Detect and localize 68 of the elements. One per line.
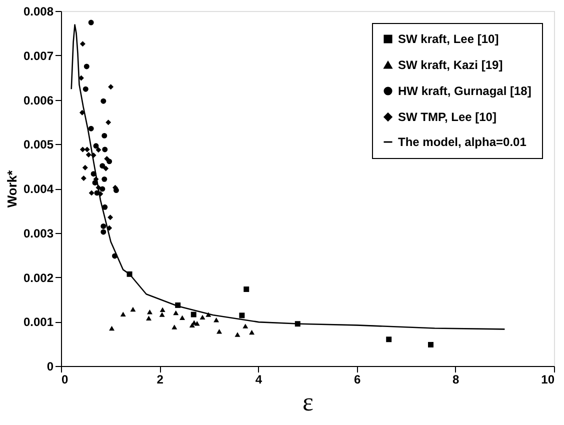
legend-label: SW TMP, Lee [10] bbox=[398, 110, 496, 124]
point bbox=[180, 315, 186, 320]
y-tick-label: 0.005 bbox=[23, 138, 54, 152]
point bbox=[428, 342, 434, 348]
point bbox=[173, 310, 179, 316]
legend-label: SW kraft, Kazi [19] bbox=[398, 58, 503, 72]
point bbox=[80, 41, 86, 47]
point bbox=[160, 307, 166, 312]
point bbox=[88, 126, 94, 132]
x-axis-title: ε bbox=[302, 388, 314, 416]
point bbox=[82, 86, 88, 92]
point bbox=[386, 336, 392, 342]
point bbox=[88, 190, 94, 196]
y-tick-label: 0.007 bbox=[23, 48, 54, 63]
y-axis-title: Work* bbox=[4, 169, 20, 208]
point bbox=[100, 186, 106, 192]
point bbox=[106, 120, 112, 126]
x-tick-label: 10 bbox=[541, 372, 555, 386]
point bbox=[242, 324, 248, 328]
y-tick-label: 0.003 bbox=[23, 226, 54, 240]
point bbox=[108, 214, 114, 220]
point bbox=[80, 146, 86, 152]
point bbox=[102, 132, 108, 138]
point bbox=[109, 326, 115, 331]
point bbox=[93, 143, 99, 149]
point bbox=[130, 306, 136, 312]
point bbox=[200, 314, 206, 320]
y-tick-label: 0.004 bbox=[23, 182, 54, 196]
x-tick-label: 2 bbox=[156, 372, 164, 386]
point bbox=[88, 20, 94, 26]
x-tick-label: 4 bbox=[255, 372, 262, 386]
point bbox=[108, 84, 114, 90]
point bbox=[244, 286, 250, 292]
point bbox=[103, 166, 109, 172]
point bbox=[102, 176, 108, 182]
point bbox=[159, 312, 165, 317]
point bbox=[96, 147, 102, 153]
legend-label: The model, alpha=0.01 bbox=[398, 135, 527, 149]
point bbox=[190, 312, 196, 318]
point bbox=[86, 152, 92, 158]
point bbox=[100, 223, 106, 229]
x-tick-label: 6 bbox=[354, 372, 361, 386]
legend-label: HW kraft, Gurnagal [18] bbox=[398, 84, 532, 98]
point bbox=[216, 329, 222, 334]
point bbox=[104, 156, 110, 162]
point bbox=[194, 321, 200, 326]
point bbox=[146, 316, 152, 320]
legend-label: SW kraft, Lee [10] bbox=[398, 32, 499, 46]
y-tick-label: 0 bbox=[46, 360, 54, 374]
y-tick-label: 0.008 bbox=[23, 4, 54, 18]
point bbox=[84, 64, 90, 70]
point bbox=[234, 332, 240, 337]
point bbox=[100, 229, 106, 235]
point bbox=[82, 164, 88, 170]
y-tick-label: 0.001 bbox=[23, 315, 54, 330]
y-tick-label: 0.002 bbox=[23, 270, 54, 285]
point bbox=[100, 98, 106, 104]
point bbox=[102, 146, 108, 152]
point bbox=[214, 317, 220, 322]
y-tick-label: 0.006 bbox=[23, 93, 54, 108]
point bbox=[249, 330, 255, 335]
point bbox=[100, 163, 106, 169]
point bbox=[172, 324, 178, 330]
x-tick-label: 0 bbox=[62, 372, 68, 386]
x-tick-label: 8 bbox=[452, 372, 460, 386]
point bbox=[80, 176, 86, 182]
point bbox=[239, 312, 245, 318]
point bbox=[120, 312, 126, 316]
